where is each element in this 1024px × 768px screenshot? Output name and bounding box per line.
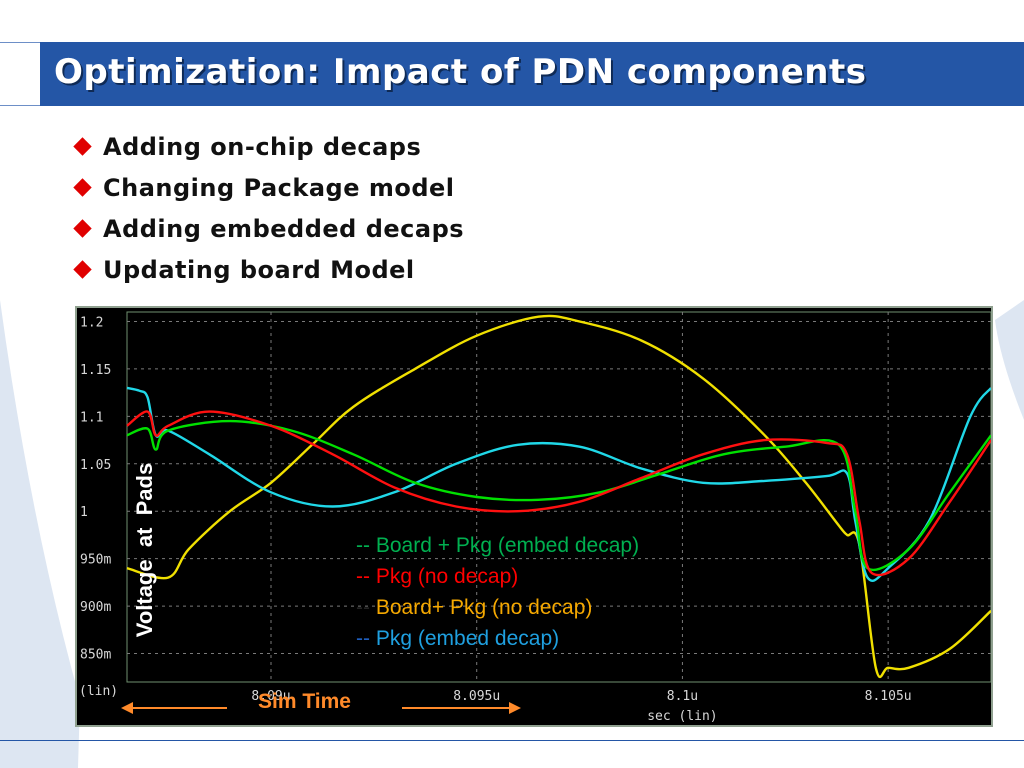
series-line xyxy=(126,410,991,577)
legend-entry: -- Board+ Pkg (no decap) xyxy=(356,592,639,623)
title-bar xyxy=(40,42,1024,106)
y-tick-label: 950m xyxy=(80,553,111,568)
bullet-text: Adding embedded decaps xyxy=(103,214,465,243)
x-axis-label: sec (lin) xyxy=(647,709,717,724)
y-tick-label: 850m xyxy=(80,648,111,663)
y-axis-label: Voltage at Pads xyxy=(132,462,157,638)
x-tick-label: 8.09u xyxy=(251,689,290,704)
red-diamond-icon xyxy=(73,137,92,156)
legend-marker: -- xyxy=(356,627,370,650)
legend-marker: -- xyxy=(356,565,370,588)
plot-legend: -- Board + Pkg (embed decap) -- Pkg (no … xyxy=(356,530,639,654)
x-tick-label: 8.105u xyxy=(865,689,912,704)
y-tick-label: 1.05 xyxy=(80,458,111,473)
red-diamond-icon xyxy=(73,260,92,279)
footer-divider xyxy=(0,740,1024,741)
y-tick-label: 1.1 xyxy=(80,410,103,425)
legend-text: Pkg (no decap) xyxy=(375,565,519,588)
bullet-item: Updating board Model xyxy=(72,249,464,290)
legend-text: Pkg (embed decap) xyxy=(375,627,560,650)
bullet-text: Updating board Model xyxy=(103,255,415,284)
arrow-right-icon xyxy=(509,702,521,714)
bullet-text: Adding on-chip decaps xyxy=(103,132,422,161)
title-bar-left-strip xyxy=(0,42,40,106)
legend-entry: -- Board + Pkg (embed decap) xyxy=(356,530,639,561)
bullet-text: Changing Package model xyxy=(103,173,455,202)
red-diamond-icon xyxy=(73,219,92,238)
waveform-plot: 850m 900m 950m 1 1.05 1.1 1.15 1.2 (lin) 8.09u 8.0… xyxy=(75,306,993,727)
red-diamond-icon xyxy=(73,178,92,197)
y-tick-label: 1 xyxy=(80,505,88,520)
bullet-item: Changing Package model xyxy=(72,167,464,208)
y-tick-label: 1.15 xyxy=(80,363,111,378)
waveform-svg: 850m 900m 950m 1 1.05 1.1 1.15 1.2 (lin) 8.09u 8.0… xyxy=(79,311,991,724)
arrow-left-icon xyxy=(121,702,133,714)
legend-marker: -- xyxy=(356,596,370,619)
legend-entry: -- Pkg (embed decap) xyxy=(356,623,639,654)
plot-area-border xyxy=(126,311,991,683)
y-tick-label: 900m xyxy=(80,600,111,615)
bullet-list: Adding on-chip decaps Changing Package m… xyxy=(72,126,464,290)
legend-entry: -- Pkg (no decap) xyxy=(356,561,639,592)
sim-time-annotation: Sim Time xyxy=(258,690,351,713)
y-axis-unit: (lin) xyxy=(79,684,118,699)
series-line xyxy=(126,314,991,679)
bullet-item: Adding embedded decaps xyxy=(72,208,464,249)
bullet-item: Adding on-chip decaps xyxy=(72,126,464,167)
legend-text: Board+ Pkg (no decap) xyxy=(375,596,593,619)
y-tick-label: 1.2 xyxy=(80,315,103,330)
x-tick-label: 8.1u xyxy=(667,689,698,704)
legend-marker: -- xyxy=(356,534,370,557)
legend-text: Board + Pkg (embed decap) xyxy=(375,534,640,557)
x-tick-label: 8.095u xyxy=(453,689,500,704)
slide-title: Optimization: Impact of PDN components xyxy=(54,52,867,92)
